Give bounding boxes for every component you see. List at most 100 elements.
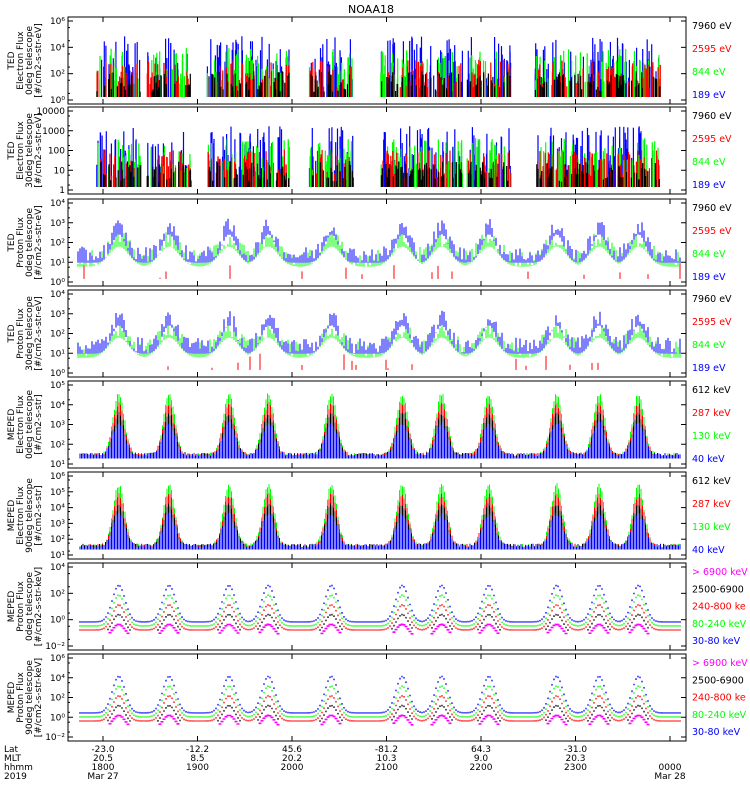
y-tick-label: 10⁰ [50,616,65,626]
x-tick-label-lat: -12.2 [186,745,209,755]
legend-entry: 287 keV [692,499,731,510]
legend-entry: 189 eV [692,272,726,283]
series-blue [79,675,681,714]
y-tick-label: 10² [50,239,65,249]
series-blue [79,512,681,550]
y-tick-label: 1000 [42,127,65,137]
panel-frame [67,16,687,105]
panel-frame [67,289,687,378]
legend-entry: 189 eV [692,180,726,191]
series-green [79,594,681,627]
panel-frame [67,562,687,651]
x-tick-label-hhmm: 2300 [564,763,587,773]
legend-entry: 130 keV [692,522,731,533]
panel-meped-e-0: 10¹ 10² 10³ 10⁴ 10⁵ MEPEDElectron Flux0deg te… [7,380,731,470]
y-tick-label: 10000 [36,107,65,117]
y-tick-label: 10 [54,166,66,176]
series-black [96,71,661,97]
y-axis-label: MEPEDProton Flux90deg telescope[#/cm2-s-… [7,658,44,737]
legend-entry: 287 keV [692,408,731,419]
series-red [79,604,681,631]
y-tick-label: 10⁰ [50,369,65,379]
y-tick-label: 10⁶ [50,472,65,482]
panel-ted-p-30: 10⁰ 10¹ 10² 10³ 10⁴ TEDProton Flux30deg teles… [7,289,732,379]
y-tick-label: 10⁰ [50,713,65,723]
x-tick-label-hhmm: 2000 [281,763,304,773]
legend-entry: 2595 eV [692,226,732,237]
data-traces [77,310,681,370]
y-tick-label: 10⁰ [50,278,65,288]
data-traces [79,584,681,635]
x-tick-label-lat: -81.2 [375,745,398,755]
x-tick-label-lat: -31.0 [564,745,588,755]
y-tick-label: 10² [50,535,65,545]
legend-entry: 240-800 ke [692,693,746,704]
y-tick-label: 10¹ [50,349,65,359]
legend-entry: 2595 eV [692,134,732,145]
legend-entry: 7960 eV [692,294,732,305]
x-tick-label-hhmm: 2100 [375,763,398,773]
panel-ted-p-0: 10⁰ 10¹ 10² 10³ 10⁴ TEDProton Flux0deg telesc… [7,198,732,288]
x-tick-label-hhmm: 0000 [659,763,682,773]
x-tick-label-lat: -23.0 [91,745,115,755]
legend-entry: 80-240 keV [692,619,747,630]
y-tick-label: 10³ [50,421,65,431]
panel-ted-e-0: 10⁰ 10² 10⁴ 10⁶ TEDElectron Flux0deg telesco… [7,16,732,106]
legend-entry: 189 eV [692,90,726,101]
y-tick-label: 10² [50,440,65,450]
panel-meped-e-90: 10¹ 10² 10³ 10⁴ 10⁵ 10⁶ MEPEDElectron Flux90de… [7,471,731,561]
x-tick-label-lat: 45.6 [282,745,302,755]
y-tick-label: 10⁴ [50,43,65,53]
y-tick-label: 10³ [50,310,65,320]
legend-entry: 612 keV [692,476,731,487]
y-tick-label: 10⁻² [45,733,65,743]
y-tick-label: 10¹ [50,551,65,561]
y-axis-label: TEDElectron Flux30deg telescope[#/cm2-s-… [7,113,44,188]
legend-entry: 844 eV [692,249,726,260]
panel-frame [67,653,687,742]
x-tick-label-mlt: 8.5 [190,754,204,764]
series-blue [79,421,681,459]
panel-frame [67,198,687,287]
legend-entry: 2595 eV [692,317,732,328]
x-tick-label-hhmm: 2200 [470,763,493,773]
x-row-label: 2019 [4,772,27,782]
x-row-label: MLT [4,754,22,764]
legend-entry: 2500-6900 [692,675,744,686]
x-tick-label-mlt: 20.3 [565,754,585,764]
data-traces [77,218,681,279]
y-tick-label: 10⁻² [45,642,65,652]
y-tick-label: 10⁴ [50,674,65,684]
y-tick-label: 10² [50,694,65,704]
x-tick-label-hhmm: 1800 [92,763,115,773]
legend-entry: 2595 eV [692,44,732,55]
y-tick-label: 10² [50,330,65,340]
series-black [100,161,660,187]
legend-entry: 2500-6900 [692,584,744,595]
legend-entry: 240-800 ke [692,602,746,613]
y-tick-label: 10⁵ [50,488,65,498]
y-axis-label: TEDProton Flux30deg telescope[#/cm2-s-st… [7,296,44,371]
legend-entry: 844 eV [692,340,726,351]
y-tick-label: 1 [59,186,65,196]
series-magenta [108,623,650,635]
y-tick-label: 10⁴ [50,563,65,573]
y-tick-label: 100 [48,147,65,157]
x-tick-label-mlt: 10.3 [376,754,396,764]
legend-entry: 7960 eV [692,203,732,214]
series-black [107,613,649,631]
x-tick-label-mlt: 20.5 [93,754,113,764]
legend-entry: 130 keV [692,431,731,442]
y-axis-label: MEPEDElectron Flux90deg telescope[#/cm2-… [7,478,44,553]
y-tick-label: 10⁴ [50,504,65,514]
y-tick-label: 10² [50,589,65,599]
panel-meped-p-90: 10⁻² 10⁰ 10² 10⁴ 10⁶ MEPEDProton Flux90deg te… [7,653,748,743]
legend-entry: 844 eV [692,67,726,78]
series-red [167,353,599,370]
y-axis-label: TEDElectron Flux0deg telescope[#/cm2-s-s… [7,23,44,98]
series-blue [77,218,681,263]
